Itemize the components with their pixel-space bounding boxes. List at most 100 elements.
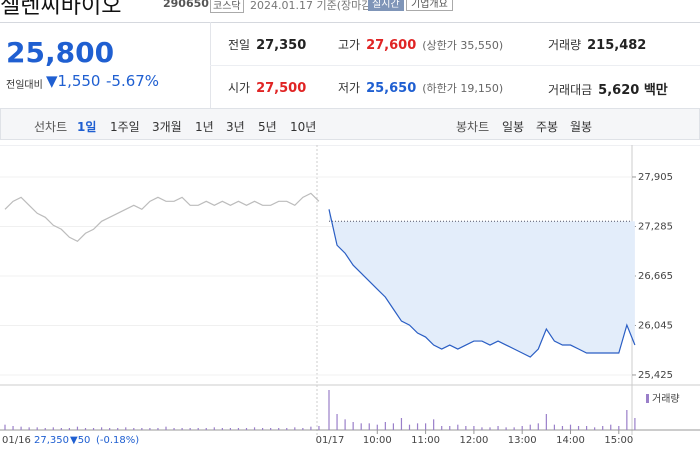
stat-label: 거래량 — [548, 38, 582, 52]
volume-bar — [360, 423, 362, 430]
volume-bar — [521, 426, 523, 430]
volume-bar — [141, 428, 143, 430]
realtime-button[interactable]: 실시간 — [368, 0, 404, 11]
x-tick-label: 15:00 — [604, 435, 633, 446]
volume-bar — [157, 428, 159, 430]
change: ▼1,550 — [46, 72, 101, 90]
volume-bar — [109, 428, 111, 430]
volume-bar — [384, 422, 386, 430]
date: 2024.01.17 기준(장마감) — [250, 0, 376, 12]
x-tick-label: 11:00 — [411, 435, 440, 446]
volume-bar — [416, 423, 419, 430]
stat: 전일 27,350 — [228, 36, 306, 53]
tab[interactable]: 5년 — [258, 120, 277, 134]
volume-bar — [368, 423, 370, 430]
stock-code: 290650 — [163, 0, 209, 10]
stat-value: 25,650 — [366, 81, 417, 96]
stat-label: 전일 — [228, 38, 251, 52]
volume-bar — [221, 428, 223, 430]
volume-bar — [310, 426, 312, 430]
volume-bar — [149, 428, 151, 430]
y-tick-label: 26,665 — [638, 271, 673, 282]
volume-bar — [173, 428, 175, 430]
volume-bar — [36, 427, 38, 430]
x-tick-label: 13:00 — [508, 435, 537, 446]
volume-bar — [189, 428, 191, 430]
volume-bar — [569, 424, 572, 430]
volume-bar — [117, 428, 119, 430]
volume-bar — [44, 428, 46, 430]
price: 25,800 — [6, 36, 115, 69]
volume-bar — [125, 427, 127, 430]
volume-bar — [594, 427, 596, 430]
stat-label: 고가 — [338, 38, 361, 52]
volume-bar — [425, 423, 427, 430]
divider — [210, 65, 700, 66]
volume-bar — [634, 418, 636, 430]
company-button[interactable]: 기업개요 — [406, 0, 453, 11]
stat-value: 27,600 — [366, 38, 417, 53]
tab-label: 봉차트 — [456, 120, 490, 134]
volume-bar — [336, 414, 338, 430]
tab[interactable]: 3개월 — [152, 120, 182, 134]
tab-bar — [0, 108, 700, 140]
stock-name: 셀렌씨바이오 — [0, 0, 122, 19]
y-tick-label: 26,045 — [638, 320, 673, 331]
volume-bar — [602, 426, 604, 430]
tab[interactable]: 1주일 — [110, 120, 140, 134]
volume-bar — [352, 422, 354, 430]
volume-bar — [213, 427, 215, 430]
x-tick-label: 12:00 — [459, 435, 488, 446]
volume-bar — [278, 428, 280, 430]
x-tick-label: 01/17 — [316, 435, 345, 446]
volume-bar — [392, 423, 394, 430]
volume-bar — [529, 424, 531, 430]
tab[interactable]: 3년 — [226, 120, 245, 134]
volume-bar — [133, 428, 135, 430]
divider — [0, 22, 700, 23]
volume-bar — [84, 428, 87, 430]
volume-bar — [441, 426, 443, 430]
volume-bar — [245, 428, 248, 430]
volume-bar — [561, 426, 564, 430]
tab[interactable]: 10년 — [290, 120, 317, 134]
volume-bar — [101, 427, 103, 430]
tooltip-price: 27,350 — [34, 435, 69, 446]
tab[interactable]: 1년 — [195, 120, 214, 134]
volume-bar — [481, 427, 483, 430]
volume-bar — [68, 428, 70, 430]
tab[interactable]: 주봉 — [536, 120, 559, 134]
volume-bar — [610, 424, 612, 430]
tooltip-change: ▼50 — [70, 435, 90, 446]
volume-bar — [433, 419, 435, 430]
legend-swatch — [646, 394, 649, 403]
volume-bar — [92, 428, 95, 430]
volume-bar — [302, 428, 304, 430]
volume-bar — [626, 410, 628, 430]
stat-label: 저가 — [338, 81, 361, 95]
volume-bar — [294, 427, 296, 430]
volume-bar — [197, 428, 199, 430]
area — [329, 209, 635, 358]
volume-bar — [52, 427, 54, 430]
tab[interactable]: 월봉 — [570, 120, 593, 134]
stat: 시가 27,500 — [228, 79, 306, 96]
volume-bar — [28, 427, 30, 430]
stat-note: (상한가 35,550) — [422, 39, 504, 52]
market-badge: 코스닥 — [210, 0, 244, 13]
tooltip-pct: (-0.18%) — [96, 435, 139, 446]
volume-bar — [553, 424, 555, 430]
volume-bar — [586, 426, 588, 430]
stat: 거래량 215,482 — [548, 36, 646, 53]
volume-bar — [497, 426, 499, 430]
tab[interactable]: 1일 — [77, 120, 97, 134]
stat-label: 시가 — [228, 81, 251, 95]
volume-bar — [449, 426, 451, 430]
tab[interactable]: 일봉 — [502, 120, 525, 134]
stat: 저가 25,650 (하한가 19,150) — [338, 79, 503, 96]
volume-bar — [457, 424, 459, 430]
chart: 27,905 27,285 26,665 26,045 25,425 거래량 01/16 27… — [0, 145, 700, 446]
legend-label: 거래량 — [652, 393, 680, 405]
change-label: 전일대비 — [6, 80, 43, 91]
